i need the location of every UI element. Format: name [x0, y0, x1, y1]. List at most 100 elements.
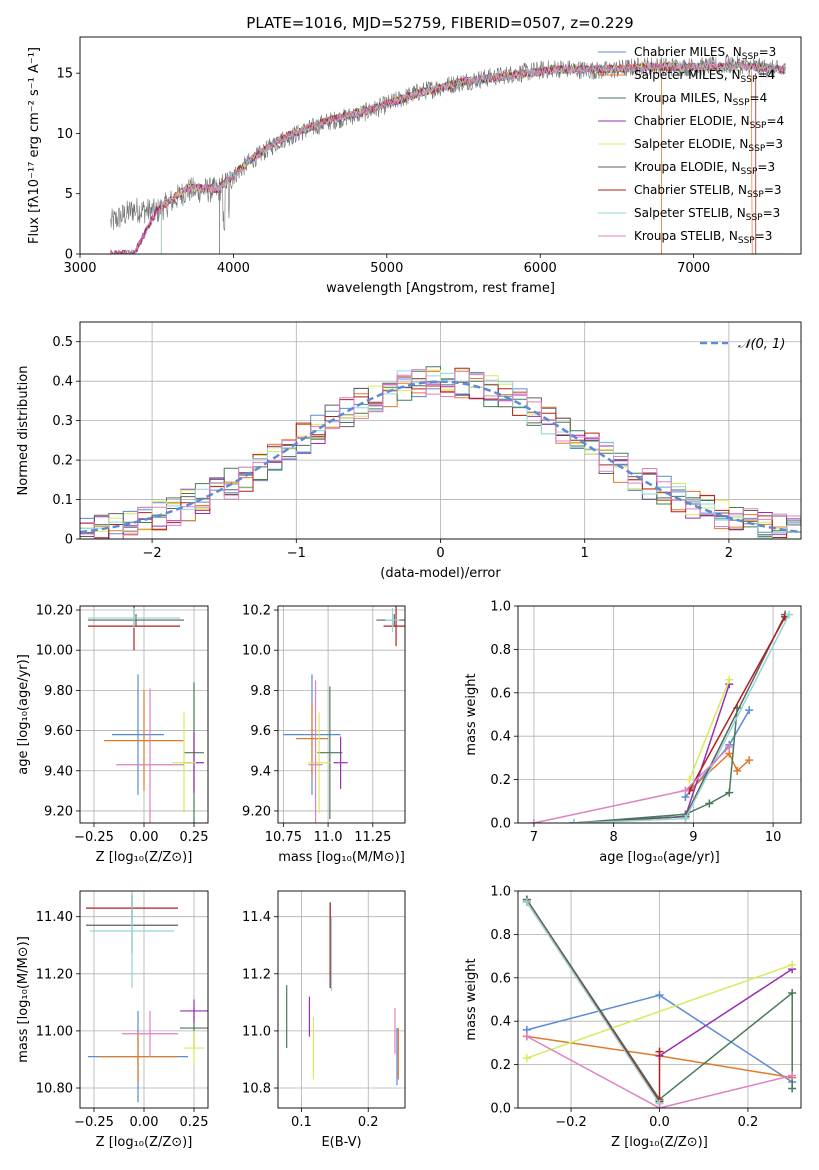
x-tick-label: 6000: [524, 261, 557, 276]
x-tick-label: 11.25: [354, 830, 391, 845]
mass-weight-marker: [655, 1047, 664, 1056]
mass-weight-marker: [725, 788, 734, 797]
x-axis-label: E(B-V): [321, 1135, 361, 1150]
mass-weight-marker: [785, 610, 794, 619]
y-tick-label: 11.0: [242, 1024, 271, 1039]
y-tick-label: 10.2: [242, 604, 271, 619]
mass-weight-marker: [733, 766, 742, 775]
mass-weight-marker: [681, 786, 690, 795]
legend-entry-count: =3: [755, 229, 773, 243]
x-axis-label: (data-model)/error: [380, 566, 501, 581]
legend-entry-subscript: SSP: [747, 190, 764, 200]
axes-frame: [79, 36, 802, 255]
legend-entry-count: =3: [764, 183, 782, 197]
age-vs-mass-panel: 10.75 11.0 11.25 9.20 9.4 9.6 9.8 10.0 10.2 mass …: [242, 604, 406, 865]
mass-weight-marker: [725, 743, 734, 752]
figure-title: PLATE=1016, MJD=52759, FIBERID=0507, z=0…: [246, 14, 633, 32]
gaussian-legend-label: 𝒩(0, 1): [738, 337, 785, 352]
x-tick-label: 10.75: [265, 830, 302, 845]
residuals-panel: −2 −1 0 1 2 0 0.1 0.2 0.3 0.4 0.5 (data-model)/erro…: [16, 321, 802, 581]
legend-entry-subscript: SSP: [738, 236, 755, 246]
legend-entry-label: Salpeter STELIB, N: [634, 206, 746, 220]
mass-weight-line: [659, 968, 793, 1057]
y-tick-label: 0: [65, 248, 73, 263]
legend-entry-count: =3: [759, 45, 777, 59]
legend-entry-count: =4: [750, 91, 768, 105]
weight-vs-z-plot-area: [522, 895, 797, 1108]
x-tick-label: 0.00: [130, 1115, 159, 1130]
spectrum-plot-area: [110, 55, 786, 254]
y-axis-label: mass weight: [464, 673, 479, 755]
y-tick-label: 0.2: [52, 454, 73, 469]
y-tick-label: 5: [65, 187, 73, 202]
x-tick-label: 0.2: [738, 1115, 759, 1130]
y-tick-label: 0.8: [490, 643, 511, 658]
x-axis-label: mass [log₁₀(M/M⊙)]: [278, 850, 405, 865]
x-tick-label: 4000: [217, 261, 250, 276]
legend-entry: Salpeter MILES, NSSP=4: [634, 68, 775, 85]
y-tick-label: 9.6: [250, 724, 271, 739]
mass-weight-marker: [685, 775, 694, 784]
legend-entry-count: =4: [757, 68, 775, 82]
y-tick-label: 0.4: [490, 730, 511, 745]
axes-frame: [277, 890, 406, 1109]
x-tick-label: 11.0: [314, 830, 343, 845]
residual-histogram: [80, 370, 801, 539]
mass-weight-marker: [705, 799, 714, 808]
axes-frame: [79, 890, 209, 1109]
legend-entry: Kroupa ELODIE, NSSP=3: [634, 160, 775, 177]
x-tick-label: 0.2: [358, 1115, 379, 1130]
x-tick-label: 0.25: [180, 1115, 209, 1130]
x-tick-label: 5000: [370, 261, 403, 276]
axes-frame: [277, 605, 406, 824]
mass-weight-marker: [655, 991, 664, 1000]
mass-vs-z-panel: −0.25 0.00 0.25 10.80 11.00 11.20 11.40 Z [log₁…: [16, 890, 209, 1150]
x-tick-label: −0.25: [74, 830, 114, 845]
weight-vs-age-panel: 7 8 9 10 0.0 0.2 0.4 0.6 0.8 1.0 age [log₁₀(age/yr…: [464, 600, 802, 865]
y-tick-label: 10.20: [36, 604, 73, 619]
x-tick-label: 0.25: [180, 830, 209, 845]
x-tick-label: 9: [689, 830, 697, 845]
model-spectrum-line: [110, 61, 786, 254]
mass-weight-marker: [788, 960, 797, 969]
mass-weight-marker: [522, 1032, 531, 1041]
y-tick-label: 11.20: [36, 967, 73, 982]
x-axis-label: Z [log₁₀(Z/Z⊙)]: [611, 1135, 708, 1150]
y-tick-label: 10.8: [242, 1082, 271, 1097]
residual-histogram: [80, 367, 801, 539]
residual-histogram: [80, 369, 801, 539]
y-tick-label: 0.0: [490, 1102, 511, 1117]
mass-weight-marker: [745, 706, 754, 715]
x-tick-label: −1: [287, 546, 306, 561]
x-tick-label: 3000: [63, 261, 96, 276]
legend-entry-subscript: SSP: [741, 75, 758, 85]
axes-frame: [79, 321, 802, 540]
legend-entry: Chabrier ELODIE, NSSP=4: [634, 114, 784, 131]
y-tick-label: 10.00: [36, 644, 73, 659]
mass-weight-line: [526, 964, 793, 1059]
legend-entry-label: Chabrier STELIB, N: [634, 183, 747, 197]
y-tick-label: 0.2: [490, 773, 511, 788]
x-tick-label: −0.2: [555, 1115, 587, 1130]
y-axis-label: Normed distribution: [16, 366, 31, 496]
mass-weight-marker: [725, 675, 734, 684]
y-axis-label: mass weight: [464, 958, 479, 1040]
y-tick-label: 0.0: [490, 817, 511, 832]
legend-entry-subscript: SSP: [748, 144, 765, 154]
legend-entry-subscript: SSP: [741, 167, 758, 177]
y-tick-label: 0.5: [52, 335, 73, 350]
legend-entry-subscript: SSP: [733, 98, 750, 108]
axes-frame: [79, 605, 209, 824]
y-tick-label: 0.8: [490, 928, 511, 943]
x-axis-label: age [log₁₀(age/yr)]: [599, 850, 720, 865]
y-tick-label: 9.80: [44, 684, 73, 699]
age-vs-z-panel: −0.25 0.00 0.25 9.20 9.40 9.60 9.80 10.00 10.20 Z…: [16, 604, 209, 865]
y-tick-label: 1.0: [490, 600, 511, 615]
y-tick-label: 0.4: [490, 1015, 511, 1030]
mass-weight-marker: [529, 819, 538, 823]
legend-entry-label: Kroupa ELODIE, N: [634, 160, 741, 174]
y-tick-label: 10.80: [36, 1082, 73, 1097]
legend-entry-label: Salpeter MILES, N: [634, 68, 741, 82]
y-tick-label: 0.4: [52, 375, 73, 390]
legend-entry-label: Chabrier MILES, N: [634, 45, 742, 59]
